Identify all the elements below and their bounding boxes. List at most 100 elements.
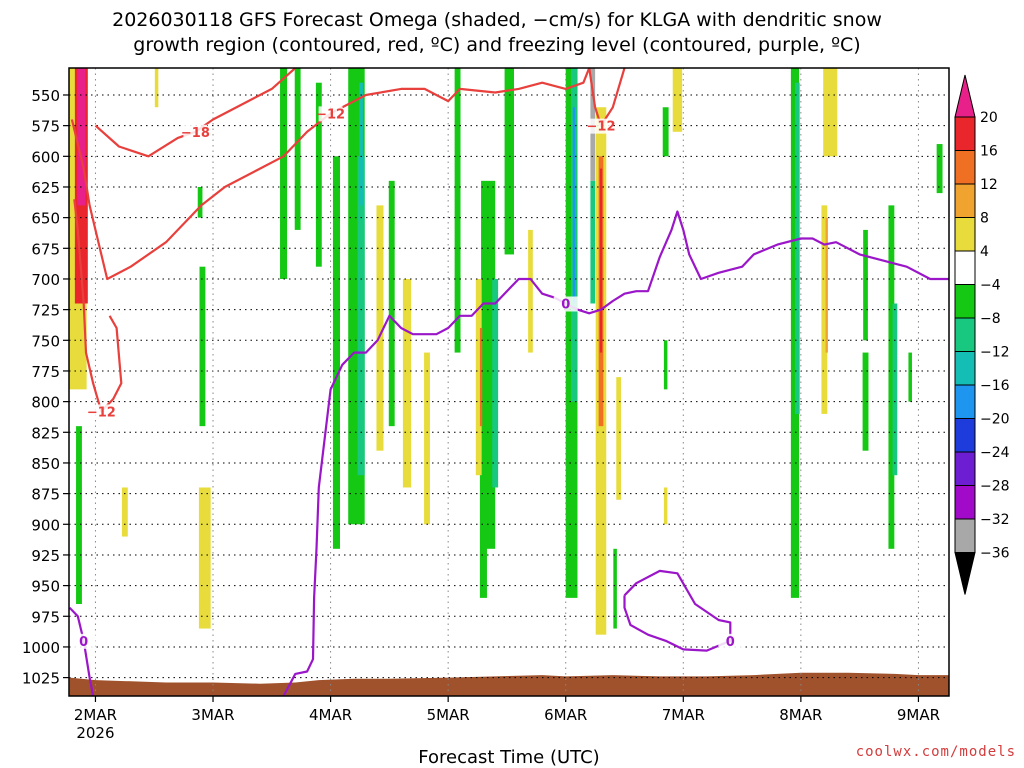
plot-frame (68, 67, 950, 697)
omega-cell-7 (199, 266, 206, 427)
omega-cell-2 (77, 68, 86, 206)
omega-cell-18 (402, 278, 412, 488)
ytick-label-825: 825 (31, 424, 60, 442)
colorbar-bin-1 (954, 116, 976, 151)
xtick-label-5MAR: 5MAR (427, 706, 470, 724)
omega-cell-12 (332, 156, 340, 549)
colorbar-top-arrow (954, 74, 976, 118)
colorbar-bottom-arrow (954, 552, 976, 595)
grid-lines (69, 68, 949, 696)
freezing-contour-label-1: 0 (561, 298, 570, 313)
colorbar-tick-3: 8 (980, 211, 989, 227)
omega-cell-17 (388, 180, 395, 427)
dgz-contour-label-bg-0 (183, 124, 208, 140)
colorbar-tick-4: 4 (980, 244, 989, 260)
xtick-sublabel-2MAR: 2026 (76, 724, 114, 742)
ytick-label-800: 800 (31, 394, 60, 412)
xtick-label-9MAR: 9MAR (897, 706, 940, 724)
ytick-label-700: 700 (31, 271, 60, 289)
omega-cell-20 (454, 68, 461, 353)
omega-cell-11 (315, 82, 322, 267)
colorbar-bin-10 (954, 418, 976, 453)
terrain-fill (69, 672, 949, 696)
dgz-contour-label-1: −12 (316, 107, 345, 122)
omega-cell-52 (936, 144, 943, 194)
dgz-contour-3 (73, 199, 123, 413)
ytick-label-875: 875 (31, 486, 60, 504)
omega-cell-46 (823, 68, 838, 157)
omega-cell-3 (76, 426, 82, 605)
omega-cell-16 (376, 205, 384, 451)
ytick-label-775: 775 (31, 363, 60, 381)
chart-title-line2: growth region (contoured, red, ºC) and f… (133, 34, 860, 56)
ytick-label-650: 650 (31, 210, 60, 228)
omega-cell-32 (590, 180, 596, 304)
y-axis: 550 575 600 625 650 675 700 725 750 775 800 825 850 8… (22, 87, 69, 688)
omega-cell-4 (121, 487, 128, 537)
colorbar-tick-11: −28 (980, 479, 1010, 495)
omega-cell-25 (479, 328, 483, 427)
terrain-surface (69, 672, 949, 696)
ytick-label-600: 600 (31, 148, 60, 166)
ytick-label-550: 550 (31, 87, 60, 105)
colorbar-bin-6 (954, 284, 976, 319)
dgz-contour-label-bg-3 (89, 404, 114, 420)
omega-cell-23 (492, 278, 499, 488)
omega-cell-15 (359, 82, 363, 206)
ytick-label-850: 850 (31, 455, 60, 473)
colorbar-tick-6: −8 (980, 311, 1001, 327)
x-axis-label: Forecast Time (UTC) (418, 747, 599, 768)
colorbar-bin-5 (954, 250, 976, 285)
ytick-label-725: 725 (31, 302, 60, 320)
omega-cell-6 (198, 487, 211, 629)
colorbar-tick-8: −16 (980, 378, 1010, 394)
omega-cell-27 (528, 229, 533, 353)
omega-cell-30 (572, 107, 576, 304)
ytick-label-1000: 1000 (22, 639, 60, 657)
omega-cell-44 (821, 205, 828, 414)
colorbar: 20 16 12 8 4 −4 −8 −12 −16 −20 −24 −28 −32 −36 (954, 74, 1010, 595)
omega-cell-9 (280, 68, 288, 279)
colorbar-bin-13 (954, 518, 976, 553)
freezing-contour-label-bg-2 (718, 633, 743, 649)
dgz-contour-label-bg-1 (318, 106, 343, 122)
dgz-contour-label-0: −18 (181, 126, 210, 141)
omega-cell-35 (599, 168, 603, 353)
ytick-label-625: 625 (31, 179, 60, 197)
omega-cell-48 (862, 352, 869, 451)
colorbar-tick-0: 20 (980, 110, 998, 126)
watermark: coolwx.com/models (856, 744, 1016, 760)
omega-shading (69, 68, 943, 635)
xtick-label-8MAR: 8MAR (779, 706, 822, 724)
xtick-label-7MAR: 7MAR (662, 706, 705, 724)
colorbar-bin-7 (954, 317, 976, 352)
omega-cell-43 (794, 82, 800, 414)
colorbar-bin-2 (954, 150, 976, 185)
omega-cell-51 (908, 352, 912, 402)
omega-cell-40 (663, 340, 668, 390)
omega-cell-47 (863, 229, 868, 341)
xtick-label-4MAR: 4MAR (309, 706, 352, 724)
colorbar-tick-10: −24 (980, 445, 1010, 461)
omega-cell-38 (662, 107, 669, 157)
freezing-contour-label-bg-0 (71, 633, 96, 649)
freezing-contour-2 (623, 569, 732, 652)
omega-cell-14 (357, 156, 365, 476)
colorbar-tick-1: 16 (980, 144, 998, 160)
colorbar-tick-7: −12 (980, 345, 1010, 361)
omega-cell-22 (481, 180, 496, 549)
omega-cell-37 (613, 548, 617, 629)
omega-cell-24 (475, 278, 482, 476)
colorbar-bin-12 (954, 485, 976, 520)
ytick-label-900: 900 (31, 516, 60, 534)
plot-area (69, 68, 949, 696)
freezing-contour-label-0: 0 (79, 635, 88, 650)
colorbar-tick-9: −20 (980, 412, 1010, 428)
omega-cell-5 (154, 68, 159, 108)
freezing-contour-label-bg-1 (553, 296, 578, 312)
dgz-contour-0 (94, 68, 297, 158)
colorbar-bin-4 (954, 217, 976, 252)
ytick-label-1025: 1025 (22, 670, 60, 688)
colorbar-tick-13: −36 (980, 546, 1010, 562)
ytick-label-575: 575 (31, 118, 60, 136)
